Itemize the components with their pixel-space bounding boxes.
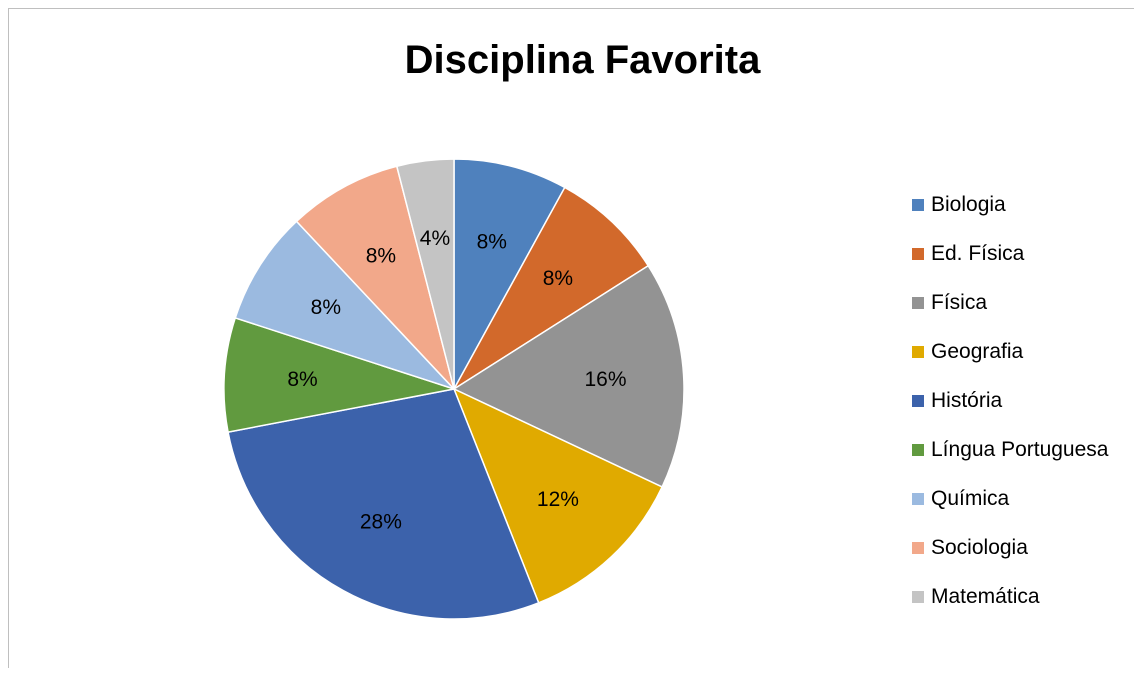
legend-label: Física xyxy=(931,290,988,314)
slice-data-label: 4% xyxy=(420,227,450,250)
legend-item: Ed. Física xyxy=(912,229,1108,278)
pie-slice xyxy=(452,387,664,604)
legend-item: Física xyxy=(912,278,1108,327)
slice-data-label: 16% xyxy=(584,368,626,391)
legend-swatch xyxy=(912,541,924,554)
legend-swatch xyxy=(912,492,924,505)
legend-swatch xyxy=(912,443,924,456)
pie-slices xyxy=(223,158,685,620)
legend-item: História xyxy=(912,376,1108,425)
pie-slice xyxy=(227,388,540,620)
legend-item: Sociologia xyxy=(912,523,1108,572)
legend-label: Sociologia xyxy=(931,535,1028,559)
legend-swatch xyxy=(912,394,924,407)
pie-slice xyxy=(223,316,455,433)
slice-data-label: 8% xyxy=(311,296,341,319)
chart-title: Disciplina Favorita xyxy=(404,38,761,82)
legend-label: Química xyxy=(931,486,1010,510)
slice-data-label: 8% xyxy=(543,267,573,290)
legend-item: Matemática xyxy=(912,572,1108,621)
legend-label: Matemática xyxy=(931,584,1040,608)
legend-swatch xyxy=(912,345,924,358)
pie-slice xyxy=(234,220,455,390)
slice-data-label: 28% xyxy=(360,511,402,534)
legend-item: Química xyxy=(912,474,1108,523)
legend-label: Ed. Física xyxy=(931,241,1025,265)
legend-item: Geografia xyxy=(912,327,1108,376)
slice-data-label: 8% xyxy=(477,230,507,253)
legend-swatch xyxy=(912,198,924,211)
pie-data-labels: 8% 8% 16% 12% 28% 8% 8% 8% 4% xyxy=(287,227,626,534)
pie-slice xyxy=(395,158,455,390)
legend-label: Geografia xyxy=(931,339,1024,363)
pie-slice xyxy=(453,186,650,390)
legend-label: Língua Portuguesa xyxy=(931,437,1109,461)
legend: Biologia Ed. Física Física Geografia Históri… xyxy=(912,180,1108,621)
legend-swatch xyxy=(912,296,924,309)
legend-swatch xyxy=(912,590,924,603)
slice-data-label: 8% xyxy=(287,368,317,391)
pie-slice xyxy=(452,264,685,488)
legend-item: Língua Portuguesa xyxy=(912,425,1108,474)
legend-item: Biologia xyxy=(912,180,1108,229)
legend-swatch xyxy=(912,247,924,260)
slice-data-label: 8% xyxy=(366,244,396,267)
pie-slice xyxy=(453,158,566,390)
legend-label: História xyxy=(931,388,1003,412)
pie-slice xyxy=(295,165,455,390)
slice-data-label: 12% xyxy=(537,488,579,511)
legend-label: Biologia xyxy=(931,192,1006,216)
